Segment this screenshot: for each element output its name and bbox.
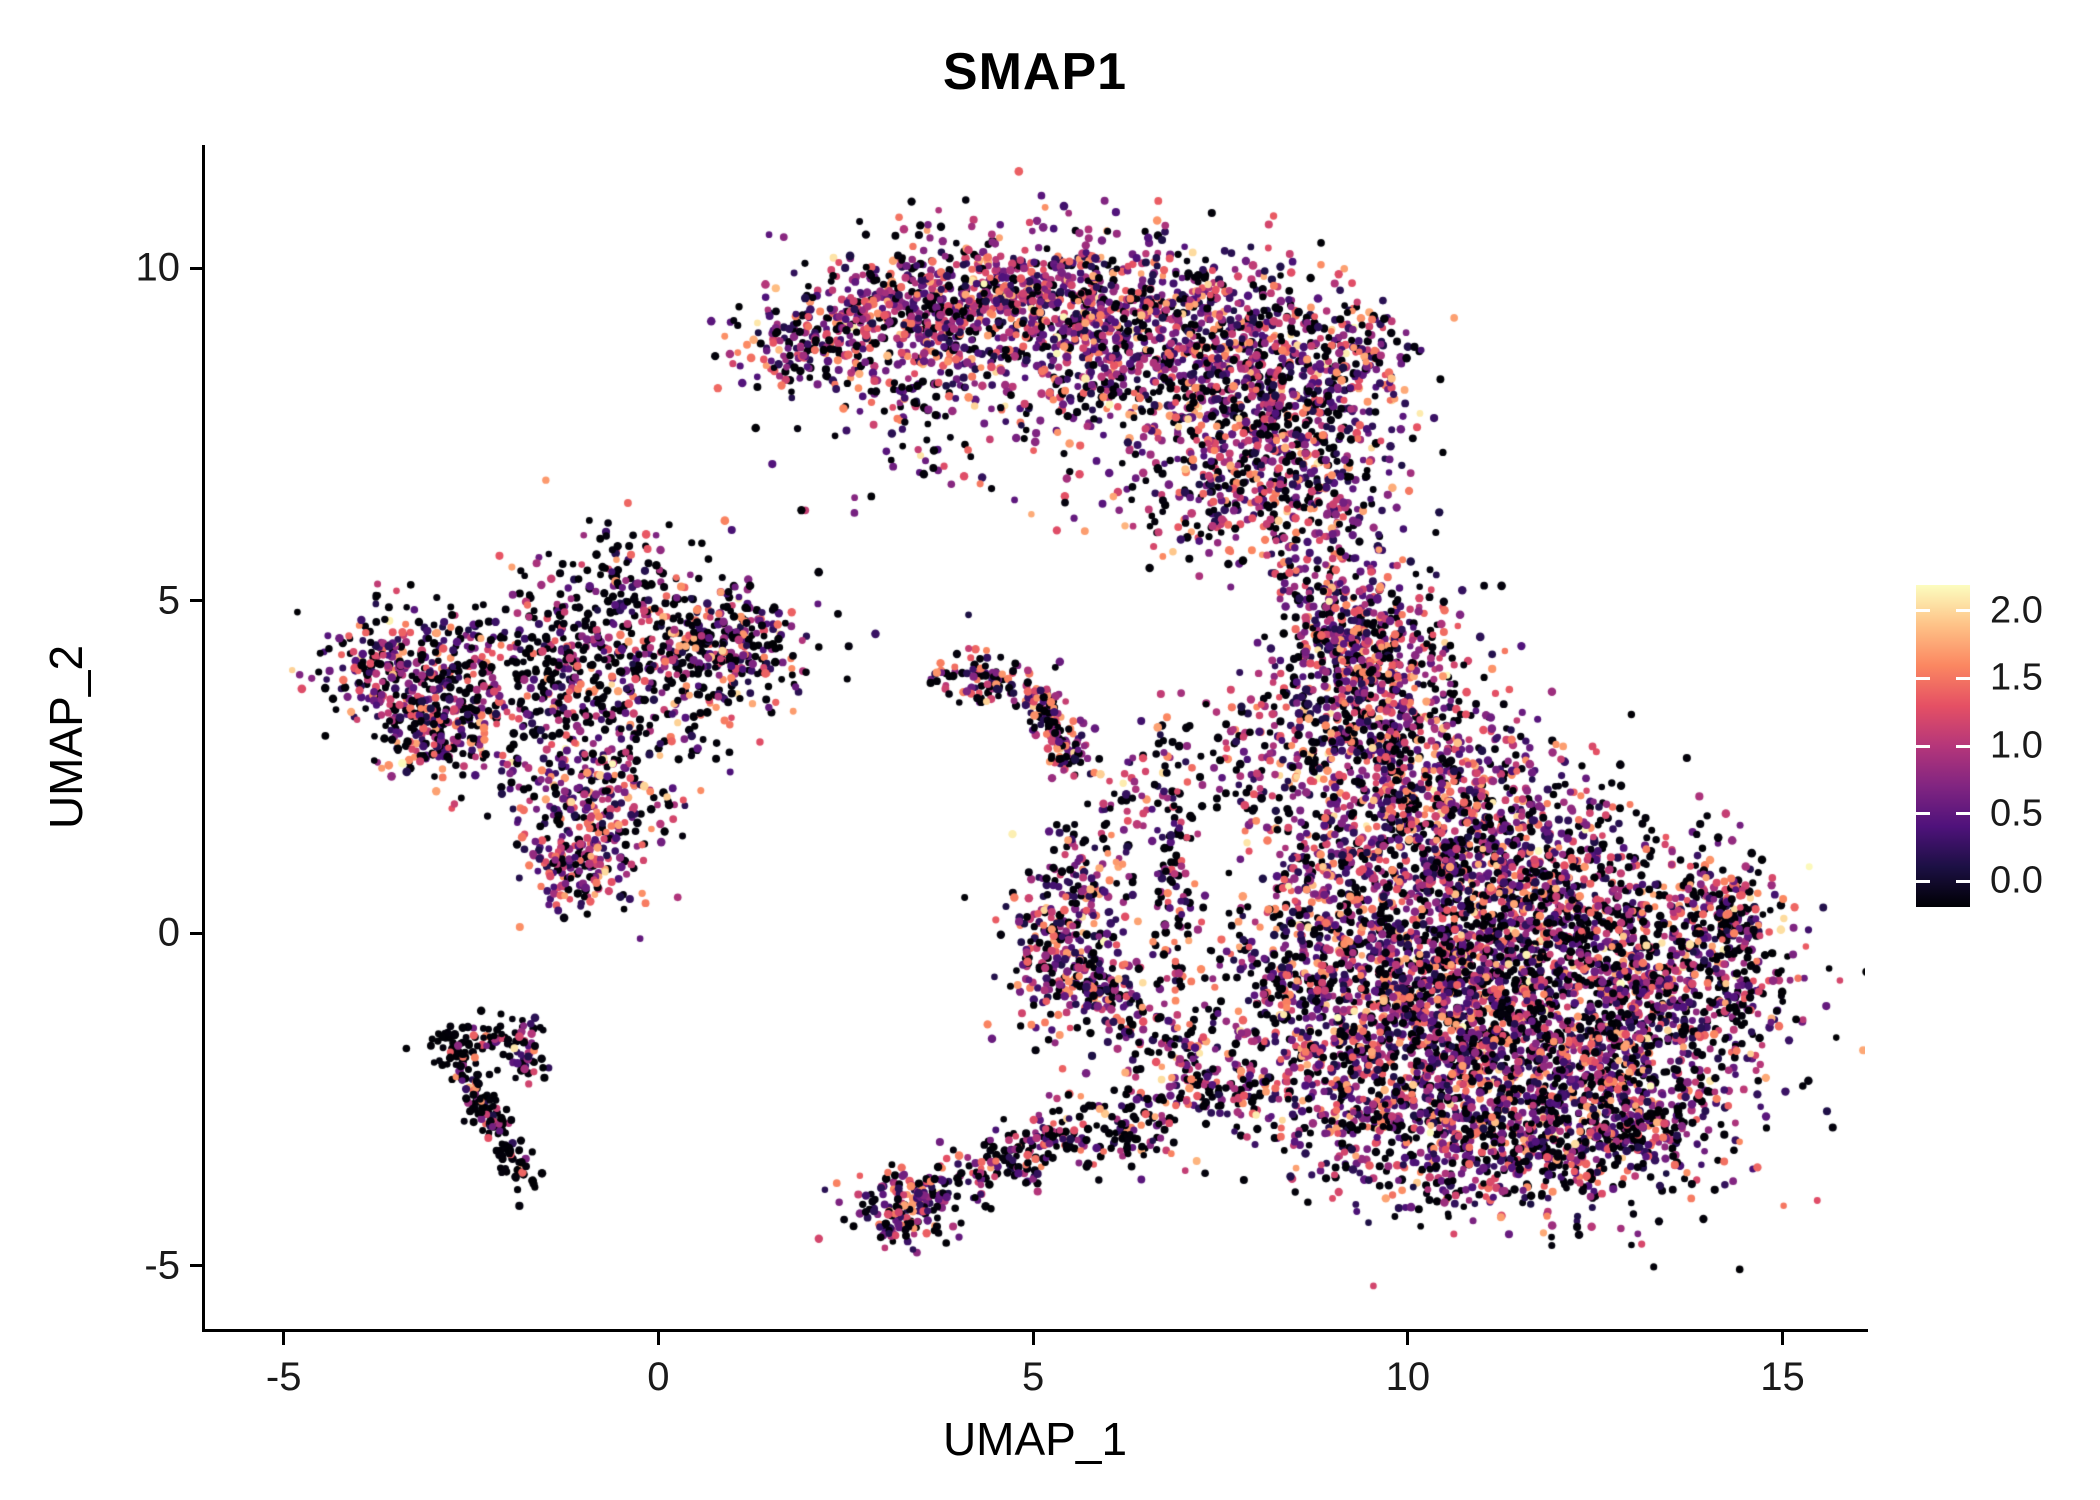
colorbar-tick-label: 2.0 (1990, 589, 2043, 632)
x-tick-mark (1781, 1332, 1785, 1345)
x-tick-mark (1031, 1332, 1035, 1345)
y-tick-mark (190, 931, 203, 935)
colorbar-tick-mark (1916, 812, 1930, 816)
plot-title: SMAP1 (942, 43, 1128, 101)
x-tick-label: 5 (1022, 1355, 1045, 1399)
colorbar-tick-mark (1956, 676, 1970, 680)
y-axis-label: UMAP_2 (40, 644, 92, 830)
y-tick-mark (190, 599, 203, 603)
x-tick-mark (656, 1332, 660, 1345)
colorbar-tick-label: 1.0 (1990, 724, 2043, 767)
y-tick-label: 0 (157, 910, 180, 955)
y-tick-label: -5 (144, 1243, 180, 1288)
colorbar-tick-mark (1956, 609, 1970, 613)
x-axis-label: UMAP_1 (942, 1413, 1128, 1465)
y-tick-mark (190, 266, 203, 270)
colorbar-tick-label: 0.5 (1990, 792, 2043, 835)
colorbar-tick-mark (1916, 676, 1930, 680)
x-tick-label: -5 (265, 1355, 302, 1399)
colorbar-tick-mark (1956, 744, 1970, 748)
colorbar-tick-mark (1916, 744, 1930, 748)
colorbar-tick-mark (1956, 812, 1970, 816)
colorbar-tick-mark (1956, 879, 1970, 883)
x-tick-mark (1406, 1332, 1410, 1345)
y-axis-line (202, 145, 205, 1332)
colorbar-tick-label: 1.5 (1990, 656, 2043, 699)
x-axis-line (202, 1329, 1868, 1332)
x-tick-label: 0 (647, 1355, 670, 1399)
colorbar-tick-mark (1916, 879, 1930, 883)
x-tick-mark (282, 1332, 286, 1345)
colorbar-tick-label: 0.0 (1990, 859, 2043, 902)
scatter-canvas (205, 145, 1865, 1329)
y-tick-label: 5 (157, 578, 180, 623)
y-tick-label: 10 (135, 245, 181, 290)
y-tick-mark (190, 1264, 203, 1268)
x-tick-label: 15 (1760, 1355, 1805, 1399)
colorbar-tick-mark (1916, 609, 1930, 613)
x-tick-label: 10 (1385, 1355, 1431, 1399)
